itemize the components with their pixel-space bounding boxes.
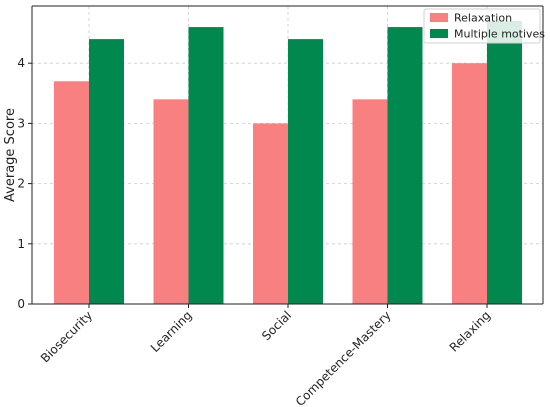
bar-multiple-motives xyxy=(89,39,124,304)
legend-label: Multiple motives xyxy=(454,28,545,41)
legend: Relaxation Multiple motives xyxy=(423,8,545,44)
bar-multiple-motives xyxy=(387,27,423,304)
x-tick-label: Biosecurity xyxy=(38,308,95,365)
y-tick-label: 2 xyxy=(17,177,25,191)
x-tick-label: Learning xyxy=(148,308,195,355)
bar-multiple-motives xyxy=(487,21,522,304)
legend-box xyxy=(423,8,541,44)
y-axis-label: Average Score xyxy=(3,108,18,202)
x-ticks: Biosecurity Learning SocialCompetence-Mast… xyxy=(38,304,493,407)
bars xyxy=(54,21,522,304)
y-tick-label: 4 xyxy=(17,56,25,70)
x-tick-label: Social xyxy=(259,308,294,343)
x-tick-label: Competence-Mastery xyxy=(293,308,394,407)
bar-multiple-motives xyxy=(188,27,224,304)
y-ticks: 0 1 2 3 4 xyxy=(17,56,32,311)
y-tick-label: 0 xyxy=(17,297,25,311)
bar-relaxation xyxy=(352,99,388,304)
legend-label: Relaxation xyxy=(454,12,512,25)
bar-relaxation xyxy=(54,81,89,304)
y-tick-label: 1 xyxy=(17,237,25,251)
legend-swatch xyxy=(430,29,448,38)
legend-swatch xyxy=(430,13,448,22)
bar-relaxation xyxy=(253,123,288,304)
y-tick-label: 3 xyxy=(17,116,25,130)
bar-multiple-motives xyxy=(288,39,323,304)
bar-relaxation xyxy=(153,99,189,304)
bar-relaxation xyxy=(452,63,487,304)
x-tick-label: Relaxing xyxy=(447,308,493,354)
